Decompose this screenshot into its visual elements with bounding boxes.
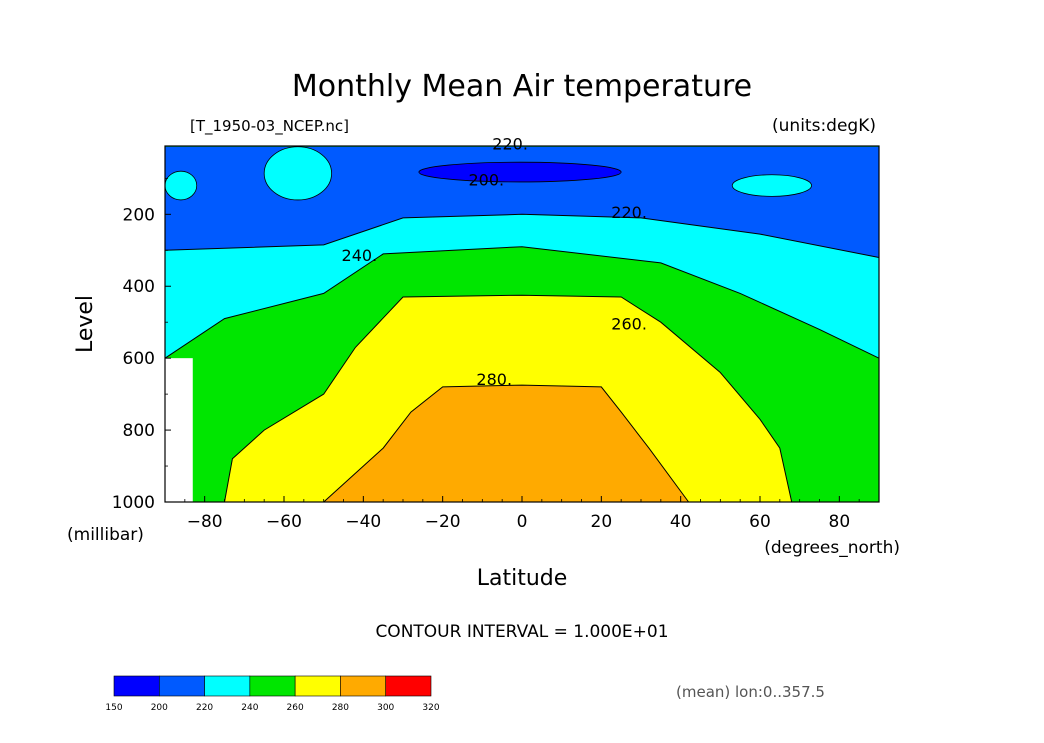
colorbar-label: 220 <box>196 703 213 713</box>
colorbar-swatch <box>340 675 387 697</box>
contour-labels: 220. 200. 220. 240. 260. 280. <box>342 135 647 390</box>
colorbar-swatch <box>249 675 296 697</box>
temperature-bands <box>165 146 879 502</box>
contour-line-220 <box>164 213 880 258</box>
x-axis: −80 −60 −40 −20 0 20 40 60 80 <box>164 496 880 532</box>
colorbar-label: 240 <box>241 703 258 713</box>
x-tick-label: 80 <box>829 512 851 532</box>
band-240-260 <box>165 246 879 502</box>
y-tick-label: 400 <box>123 277 155 297</box>
x-tick-label: −40 <box>345 512 381 532</box>
contour-label: 220. <box>492 135 528 154</box>
colorbar-swatch <box>113 675 160 697</box>
colorbar-label: 280 <box>332 703 349 713</box>
colorbar-swatch <box>204 675 251 697</box>
colorbar: 150 200 220 240 260 280 300 320 <box>105 675 440 713</box>
y-axis-label: Level <box>73 295 98 353</box>
band-220-240 <box>165 214 879 359</box>
colorbar-label: 200 <box>151 703 168 713</box>
contour-interval-text: CONTOUR INTERVAL = 1.000E+01 <box>375 622 668 642</box>
island-150-200 <box>418 161 622 183</box>
contour-label: 260. <box>611 314 647 333</box>
colorbar-swatch <box>294 675 341 697</box>
band-200-220 <box>165 146 879 258</box>
x-axis-label: Latitude <box>477 566 568 591</box>
contour-label: 240. <box>342 246 378 265</box>
band-280-300 <box>323 385 689 502</box>
colorbar-swatch <box>158 675 205 697</box>
colorbar-label: 260 <box>287 703 304 713</box>
y-tick-label: 200 <box>123 205 155 225</box>
island-220-240 <box>731 174 812 197</box>
contour-label: 220. <box>611 203 647 222</box>
colorbar-swatch <box>385 675 432 697</box>
x-tick-label: 40 <box>670 512 692 532</box>
x-tick-label: −20 <box>425 512 461 532</box>
colorbar-label: 300 <box>377 703 394 713</box>
y-tick-label: 800 <box>123 421 155 441</box>
x-tick-label: −80 <box>187 512 223 532</box>
y-tick-label: 600 <box>123 349 155 369</box>
contour-line-260 <box>224 294 793 503</box>
file-label: [T_1950-03_NCEP.nc] <box>190 117 349 136</box>
mean-note: (mean) lon:0..357.5 <box>676 683 825 701</box>
y-tick-label: 1000 <box>112 493 155 513</box>
contour-line-280 <box>323 384 690 503</box>
island-220-240 <box>164 170 198 201</box>
contour-label: 200. <box>468 171 504 190</box>
x-tick-label: −60 <box>266 512 302 532</box>
chart-title: Monthly Mean Air temperature <box>292 69 752 104</box>
y-axis: 200 400 600 800 1000 <box>112 177 171 513</box>
y-axis-units: (millibar) <box>67 525 144 545</box>
x-axis-units: (degrees_north) <box>764 538 900 558</box>
contour-lines <box>164 213 880 503</box>
temperature-islands <box>164 146 812 201</box>
x-tick-label: 20 <box>591 512 613 532</box>
units-label: (units:degK) <box>772 116 876 136</box>
contour-label: 280. <box>476 370 512 389</box>
x-tick-label: 0 <box>517 512 528 532</box>
colorbar-label: 150 <box>105 703 122 713</box>
contour-line-240 <box>164 246 880 359</box>
colorbar-label: 320 <box>422 703 439 713</box>
island-220-240 <box>263 146 332 201</box>
band-260-280 <box>224 295 792 502</box>
x-tick-label: 60 <box>749 512 771 532</box>
